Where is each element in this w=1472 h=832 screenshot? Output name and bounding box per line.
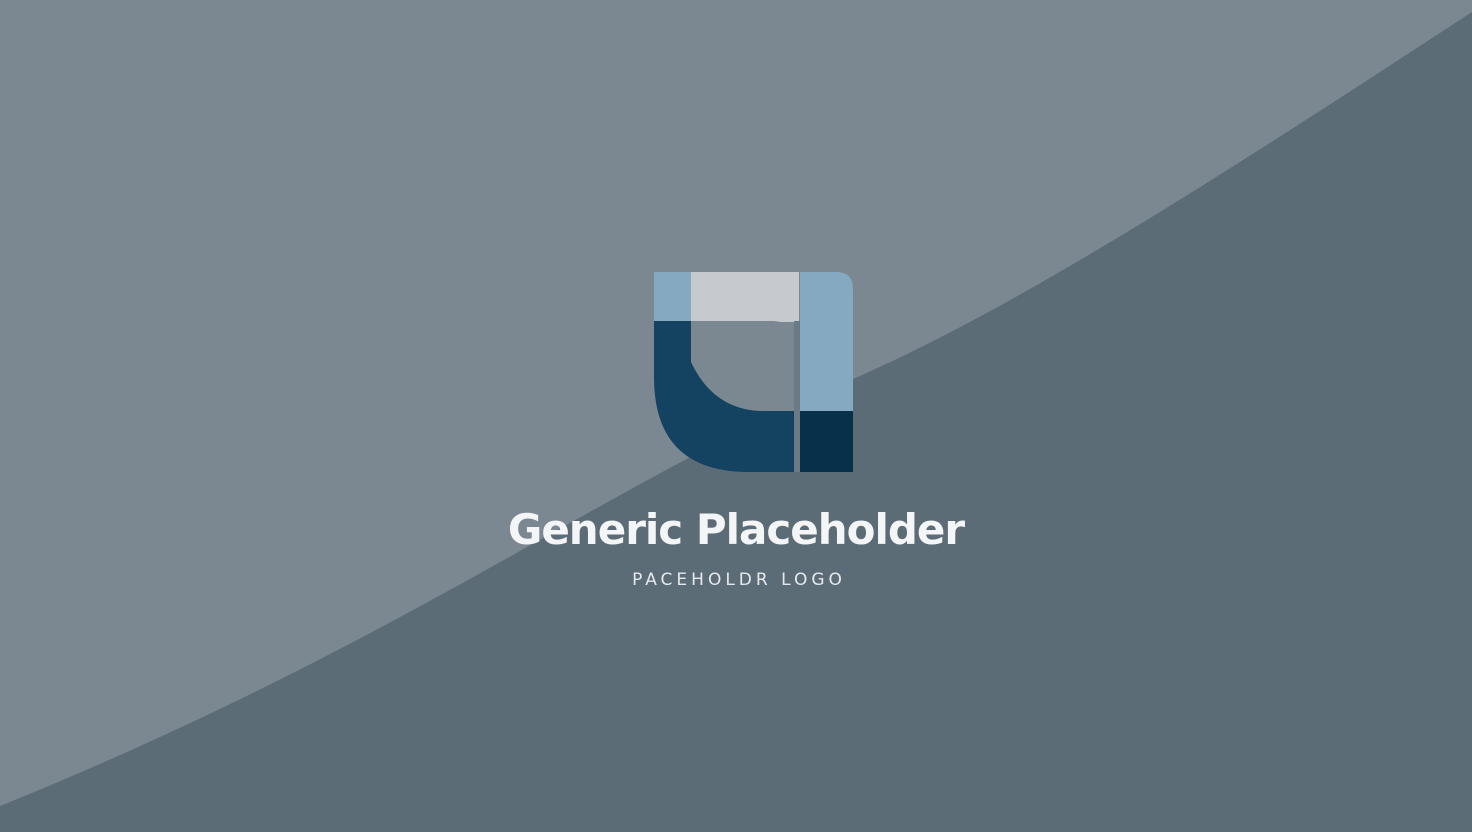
logo-light-blue-right-column [800,272,853,411]
brand-name: Generic Placeholder [507,505,965,554]
logo-mid-blue-arc [654,321,794,472]
brand-tagline: PACEHOLDR LOGO [632,570,846,590]
logo-light-blue-left-block [654,272,692,322]
abstract-square-quadrant-logo-icon [654,272,853,472]
logo-dark-navy-block [800,411,853,472]
logo-pale-grey-top-block [691,272,799,322]
background-dark-curve [0,12,1472,832]
logo-inner-hollow [691,321,794,411]
logo-separator-line [794,321,800,472]
